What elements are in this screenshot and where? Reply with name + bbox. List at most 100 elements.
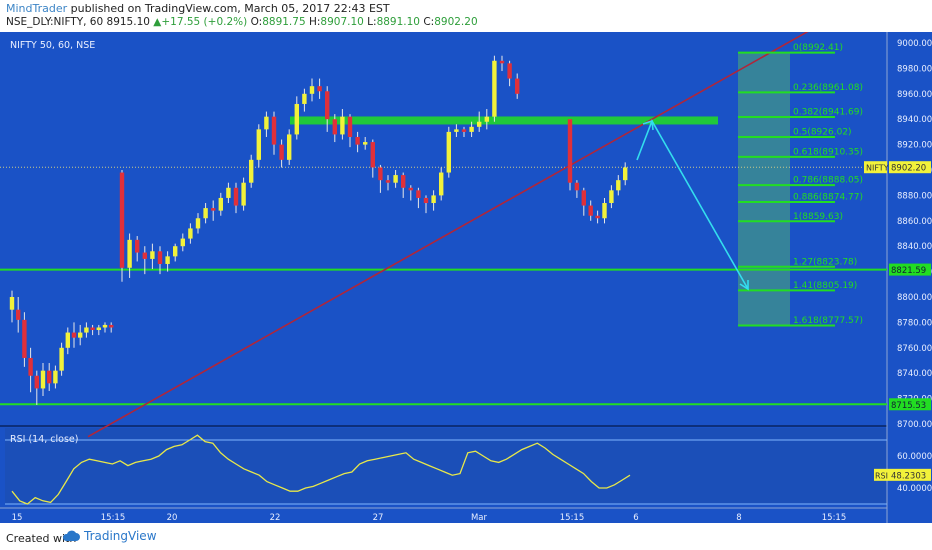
price-axis-label: 8760.00: [897, 344, 932, 354]
candle[interactable]: [9, 290, 15, 323]
candle[interactable]: [226, 182, 231, 204]
candle-body: [609, 190, 614, 204]
candle[interactable]: [454, 124, 459, 137]
resistance-zone[interactable]: [290, 116, 718, 125]
created-with-text: Created with: [6, 532, 77, 545]
candle[interactable]: [446, 126, 451, 178]
candle[interactable]: [393, 170, 398, 188]
candle[interactable]: [71, 322, 77, 348]
fib-level-label: 0(8992.41): [793, 43, 843, 53]
candle[interactable]: [616, 175, 621, 196]
candle-body: [393, 175, 398, 183]
candle[interactable]: [173, 243, 178, 262]
candle[interactable]: [423, 195, 429, 214]
candle[interactable]: [595, 210, 600, 224]
candle[interactable]: [461, 126, 467, 137]
candle[interactable]: [484, 109, 489, 130]
candle-body: [241, 182, 246, 206]
candle[interactable]: [602, 197, 607, 224]
candle[interactable]: [588, 200, 593, 221]
chart-area[interactable]: 0(8992.41) 0.236(8961.08) 0.382(8941.69) 0.…: [0, 29, 932, 523]
candle[interactable]: [78, 324, 83, 346]
candle[interactable]: [492, 55, 497, 122]
candle[interactable]: [102, 322, 108, 333]
candle[interactable]: [499, 55, 505, 71]
candle[interactable]: [90, 324, 95, 336]
level-lower-badge: [889, 398, 931, 411]
author-link[interactable]: MindTrader: [6, 2, 68, 15]
candle[interactable]: [84, 322, 89, 338]
candle[interactable]: [574, 180, 580, 198]
candle[interactable]: [65, 327, 70, 355]
candle[interactable]: [271, 111, 277, 155]
candle[interactable]: [119, 170, 125, 282]
candle[interactable]: [53, 365, 58, 389]
candle[interactable]: [40, 363, 46, 397]
candle[interactable]: [165, 251, 170, 272]
footer: Created with TradingView: [0, 526, 932, 550]
candle[interactable]: [416, 187, 421, 209]
candle[interactable]: [287, 129, 292, 165]
candle[interactable]: [567, 119, 573, 191]
candle[interactable]: [157, 246, 163, 275]
candle[interactable]: [28, 347, 33, 393]
candle[interactable]: [34, 370, 39, 405]
candle[interactable]: [127, 233, 132, 278]
candle[interactable]: [264, 111, 269, 137]
candle[interactable]: [294, 96, 299, 140]
candle[interactable]: [378, 164, 383, 193]
candle[interactable]: [401, 172, 406, 198]
candle[interactable]: [309, 78, 315, 102]
candle[interactable]: [317, 78, 322, 99]
candle[interactable]: [609, 185, 614, 209]
candle[interactable]: [332, 114, 337, 143]
candle[interactable]: [385, 175, 391, 191]
candle[interactable]: [515, 73, 520, 99]
tradingview-logo[interactable]: TradingView: [62, 529, 157, 543]
price-chart[interactable]: 0(8992.41) 0.236(8961.08) 0.382(8941.69) 0.…: [0, 29, 932, 523]
rsi-value: 48.2303: [891, 471, 926, 481]
candle[interactable]: [195, 213, 201, 234]
candle[interactable]: [142, 246, 147, 275]
candle[interactable]: [180, 233, 185, 252]
candle[interactable]: [96, 324, 101, 336]
candle[interactable]: [218, 192, 223, 216]
rsi-badge-label: RSI: [875, 471, 888, 480]
candle[interactable]: [431, 190, 436, 211]
candle[interactable]: [355, 131, 360, 153]
candle-body: [340, 116, 345, 135]
candle[interactable]: [581, 187, 586, 216]
candle[interactable]: [135, 236, 140, 262]
candle[interactable]: [325, 86, 330, 132]
candle[interactable]: [256, 124, 261, 168]
candle[interactable]: [109, 322, 114, 333]
candle[interactable]: [188, 223, 193, 244]
candle[interactable]: [340, 109, 345, 140]
candle[interactable]: [469, 121, 474, 137]
candle[interactable]: [22, 312, 27, 367]
candle[interactable]: [363, 136, 368, 150]
candle[interactable]: [279, 139, 284, 168]
candle[interactable]: [408, 185, 413, 201]
candle[interactable]: [150, 243, 155, 270]
candle[interactable]: [370, 139, 375, 178]
candle[interactable]: [47, 363, 52, 391]
candle[interactable]: [302, 88, 307, 112]
candle[interactable]: [211, 200, 216, 221]
candle[interactable]: [477, 111, 482, 132]
candle[interactable]: [203, 203, 208, 224]
candle-body: [28, 357, 33, 376]
candle[interactable]: [623, 162, 628, 186]
candle[interactable]: [233, 182, 239, 214]
candle[interactable]: [249, 154, 254, 188]
rsi-line[interactable]: [11, 434, 631, 505]
candle[interactable]: [16, 297, 21, 333]
rsi-value-badge: [889, 468, 931, 481]
candle[interactable]: [347, 114, 353, 148]
candle[interactable]: [507, 60, 512, 87]
trend-line[interactable]: [87, 29, 811, 438]
candle[interactable]: [439, 167, 444, 201]
candle[interactable]: [59, 342, 64, 376]
level-upper-badge: [889, 263, 931, 276]
candle[interactable]: [241, 177, 246, 211]
